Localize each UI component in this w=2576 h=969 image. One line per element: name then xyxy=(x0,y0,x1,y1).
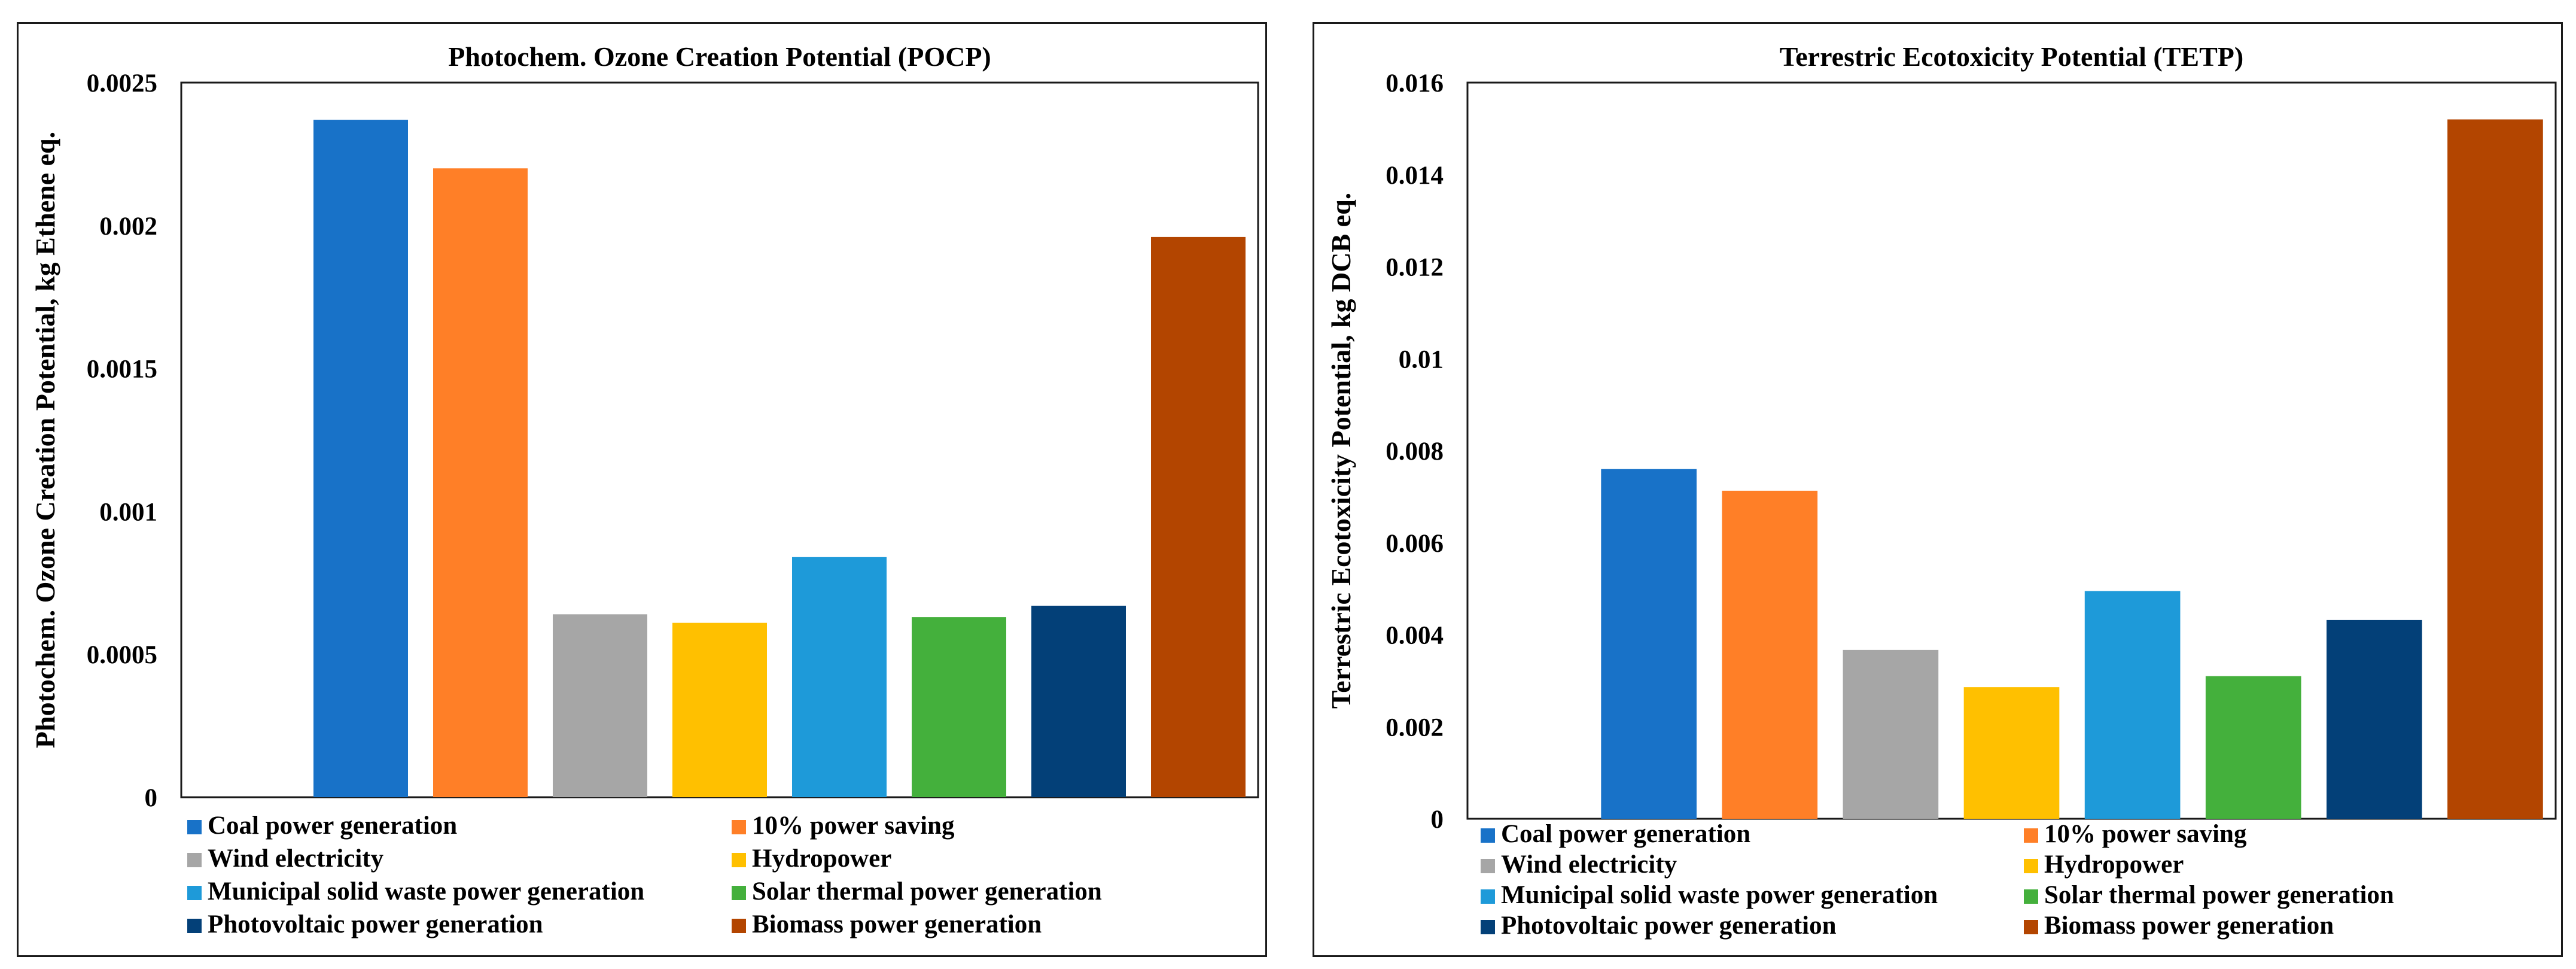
bar-municipal-solid-waste-power-generation xyxy=(2084,591,2181,819)
legend-swatch xyxy=(2024,859,2038,873)
y-tick-label: 0.0015 xyxy=(87,356,157,384)
legend-label: Coal power generation xyxy=(1501,820,1750,848)
legend-label: Biomass power generation xyxy=(2044,912,2334,940)
legend-label: Hydropower xyxy=(752,845,891,873)
legend-label: Solar thermal power generation xyxy=(752,877,1102,906)
bar-hydropower xyxy=(672,622,767,797)
legend-label: 10% power saving xyxy=(752,812,955,840)
y-tick-label: 0 xyxy=(145,784,158,812)
legend-swatch xyxy=(2024,828,2038,843)
legend-label: Municipal solid waste power generation xyxy=(1501,881,1938,909)
legend-label: Coal power generation xyxy=(208,812,457,840)
bar-municipal-solid-waste-power-generation xyxy=(792,557,887,797)
legend-swatch xyxy=(732,886,746,900)
y-axis-label: Terrestric Ecotoxicity Potential, kg DCB… xyxy=(1326,193,1356,709)
y-tick-label: 0.0005 xyxy=(87,641,157,669)
chart-title: Terrestric Ecotoxicity Potential (TETP) xyxy=(1780,41,2243,72)
y-tick-label: 0.006 xyxy=(1386,530,1444,558)
bar-solar-thermal-power-generation xyxy=(2205,676,2301,819)
legend-swatch xyxy=(1481,889,1495,904)
y-axis-label: Photochem. Ozone Creation Potential, kg … xyxy=(30,132,60,748)
legend-swatch xyxy=(187,853,202,867)
pocp-chart: Photochem. Ozone Creation Potential (POC… xyxy=(30,41,1259,938)
legend-swatch xyxy=(1481,859,1495,873)
bar-wind-electricity xyxy=(1843,649,1939,819)
y-tick-label: 0 xyxy=(1431,806,1444,834)
bar-coal-power-generation xyxy=(313,120,408,797)
y-tick-label: 0.001 xyxy=(99,498,157,526)
chart-title: Photochem. Ozone Creation Potential (POC… xyxy=(448,41,991,72)
bar-biomass-power-generation xyxy=(2447,119,2543,819)
bar-coal-power-generation xyxy=(1601,469,1697,819)
legend-swatch xyxy=(732,853,746,867)
legend-swatch xyxy=(732,919,746,933)
legend-swatch xyxy=(2024,920,2038,934)
bar-photovoltaic-power-generation xyxy=(2326,619,2422,819)
bar-biomass-power-generation xyxy=(1151,236,1246,797)
y-tick-label: 0.016 xyxy=(1386,69,1444,98)
legend-label: 10% power saving xyxy=(2044,820,2247,848)
bar-10-power-saving xyxy=(433,168,528,797)
legend-label: Photovoltaic power generation xyxy=(1501,912,1837,940)
tetp-chart: Terrestric Ecotoxicity Potential (TETP) T… xyxy=(1326,41,2557,940)
legend-label: Solar thermal power generation xyxy=(2044,881,2394,909)
legend-swatch xyxy=(187,919,202,933)
legend-swatch xyxy=(187,886,202,900)
legend-label: Biomass power generation xyxy=(752,910,1042,938)
legend-label: Hydropower xyxy=(2044,850,2184,879)
legend-swatch xyxy=(187,820,202,834)
legend-swatch xyxy=(2024,889,2038,904)
legend-swatch xyxy=(732,820,746,834)
y-tick-label: 0.0025 xyxy=(87,69,157,98)
bar-hydropower xyxy=(1963,687,2060,819)
bar-photovoltaic-power-generation xyxy=(1031,606,1126,797)
legend-label: Wind electricity xyxy=(208,845,384,873)
tetp-chart-panel: Terrestric Ecotoxicity Potential (TETP) T… xyxy=(1313,22,2563,957)
legend-swatch xyxy=(1481,920,1495,934)
bar-wind-electricity xyxy=(553,614,647,797)
legend-label: Photovoltaic power generation xyxy=(208,910,543,938)
y-tick-label: 0.012 xyxy=(1386,254,1444,282)
pocp-chart-panel: Photochem. Ozone Creation Potential (POC… xyxy=(17,22,1267,957)
y-tick-label: 0.002 xyxy=(1386,713,1444,742)
bar-solar-thermal-power-generation xyxy=(912,617,1006,797)
legend-swatch xyxy=(1481,828,1495,843)
bar-10-power-saving xyxy=(1722,490,1818,819)
y-tick-label: 0.004 xyxy=(1386,622,1444,650)
y-tick-label: 0.002 xyxy=(99,212,157,241)
y-tick-label: 0.014 xyxy=(1386,162,1444,190)
legend-label: Municipal solid waste power generation xyxy=(208,877,644,906)
y-tick-label: 0.01 xyxy=(1399,345,1444,373)
y-tick-label: 0.008 xyxy=(1386,438,1444,466)
legend-label: Wind electricity xyxy=(1501,850,1677,879)
